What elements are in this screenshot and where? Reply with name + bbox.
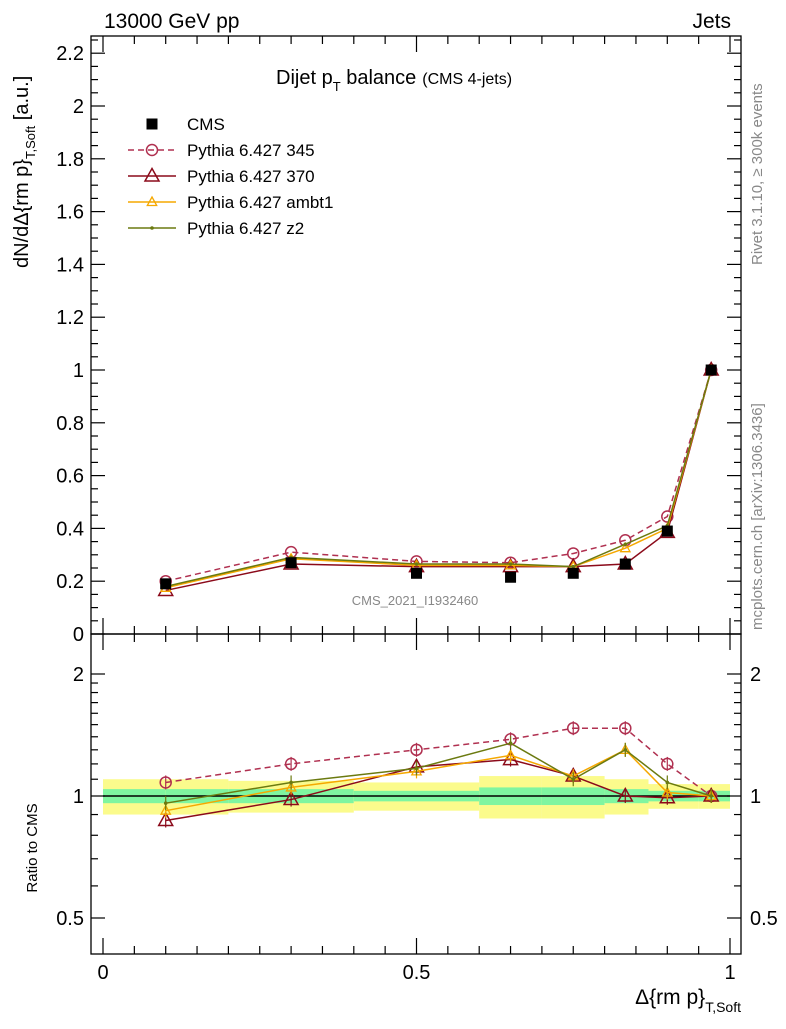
ratio-series-line bbox=[165, 748, 712, 812]
legend-marker bbox=[145, 143, 159, 157]
top-ytick-label: 1 bbox=[73, 360, 84, 382]
data-point bbox=[508, 562, 513, 566]
ylabel-unit: [a.u.] bbox=[11, 76, 33, 126]
top-ytick-label: 0.2 bbox=[56, 571, 84, 593]
top-plot-title: Dijet pT balance (CMS 4-jets) bbox=[276, 67, 512, 94]
data-point bbox=[619, 541, 632, 553]
legend-marker bbox=[150, 226, 154, 230]
xtick-label: 0 bbox=[97, 962, 108, 984]
top-plot-series bbox=[157, 360, 720, 597]
top-ytick-label: 1.6 bbox=[56, 202, 84, 224]
data-point bbox=[619, 558, 631, 570]
x-axis-label: Δ{rm p}T,Soft bbox=[635, 986, 741, 1015]
top-ytick-label: 1.2 bbox=[56, 307, 84, 329]
data-point bbox=[505, 571, 517, 583]
ratio-data-point bbox=[410, 743, 423, 757]
ratio-data-point bbox=[157, 811, 174, 827]
legend-marker bbox=[146, 195, 158, 207]
ratio-plot-series bbox=[157, 721, 720, 828]
series-line bbox=[165, 369, 712, 589]
top-ytick-label: 0.4 bbox=[56, 518, 84, 540]
ratio-data-point bbox=[661, 786, 674, 797]
title-note: (CMS 4-jets) bbox=[422, 71, 512, 88]
top-ytick-label: 1.8 bbox=[56, 149, 84, 171]
ratio-data-point bbox=[414, 766, 419, 771]
ratio-ytick-label-right: 1 bbox=[750, 786, 761, 808]
data-point bbox=[414, 562, 419, 566]
ratio-data-point bbox=[617, 786, 634, 802]
ratio-ytick-label: 0.5 bbox=[56, 908, 84, 930]
ratio-data-point bbox=[159, 776, 172, 789]
ratio-data-point bbox=[709, 794, 713, 798]
ratio-series-line bbox=[165, 758, 712, 822]
title-main: Dijet p bbox=[276, 67, 333, 89]
title-sub: T bbox=[333, 79, 341, 94]
ratio-data-point bbox=[665, 780, 670, 785]
title-rest: balance bbox=[341, 67, 417, 89]
ratio-ytick-label-right: 0.5 bbox=[750, 908, 778, 930]
top-ylabel: dN/dΔ{rm p}T,Soft [a.u.] bbox=[11, 76, 38, 268]
ratio-data-point bbox=[285, 781, 297, 792]
ratio-data-point bbox=[289, 780, 293, 785]
mcplots-annotation: mcplots.cern.ch [arXiv:1306.3436] bbox=[749, 403, 766, 630]
data-point bbox=[567, 567, 579, 579]
ratio-data-point bbox=[282, 790, 300, 806]
ratio-plot-axes: 0 0.5 1 0.5 0.5 1 1 2 2 bbox=[56, 633, 778, 984]
top-ytick-label: 2 bbox=[73, 96, 84, 118]
legend-label: CMS bbox=[187, 115, 225, 134]
analysis-watermark: CMS_2021_I1932460 bbox=[352, 593, 479, 608]
data-point bbox=[285, 557, 297, 569]
ratio-data-point bbox=[504, 748, 517, 760]
ylabel-sub: T,Soft bbox=[23, 125, 38, 159]
ratio-data-point bbox=[571, 777, 576, 782]
ratio-data-point bbox=[163, 801, 168, 805]
ratio-ytick-label: 1 bbox=[73, 786, 84, 808]
ratio-ytick-label-right: 2 bbox=[750, 664, 761, 686]
top-plot-axes: 0 0.2 0.4 0.6 0.8 1 1.2 1.4 1.6 1.8 2 2.2 bbox=[56, 35, 742, 954]
legend-label: Pythia 6.427 ambt1 bbox=[187, 193, 333, 212]
rivet-annotation: Rivet 3.1.10, ≥ 300k events bbox=[749, 83, 766, 265]
legend-marker bbox=[146, 118, 158, 130]
series-line bbox=[165, 369, 712, 582]
data-point bbox=[160, 578, 172, 590]
ratio-data-point bbox=[284, 757, 298, 771]
xtick-label: 0.5 bbox=[403, 962, 431, 984]
legend-marker bbox=[143, 166, 161, 182]
ratio-data-point bbox=[661, 757, 674, 771]
ratio-data-point bbox=[508, 741, 513, 745]
data-point bbox=[411, 567, 422, 579]
series-line bbox=[165, 369, 712, 592]
legend-label: Pythia 6.427 z2 bbox=[187, 219, 304, 238]
legend: CMS Pythia 6.427 345 Pythia 6.427 370 Pythi… bbox=[128, 115, 333, 238]
data-point bbox=[571, 564, 576, 569]
top-ytick-label: 0.8 bbox=[56, 413, 84, 435]
data-point bbox=[705, 364, 717, 376]
ratio-data-point bbox=[567, 721, 580, 735]
header-left: 13000 GeV pp bbox=[104, 10, 239, 33]
ratio-ylabel: Ratio to CMS bbox=[24, 803, 41, 892]
data-point bbox=[661, 525, 673, 537]
top-ytick-label: 0 bbox=[73, 624, 84, 646]
xtick-label: 1 bbox=[724, 962, 735, 984]
xlabel-sub: T,Soft bbox=[705, 999, 741, 1015]
top-ytick-label: 0.6 bbox=[56, 466, 84, 488]
legend-label: Pythia 6.427 345 bbox=[187, 141, 315, 160]
ratio-data-point bbox=[159, 804, 172, 815]
legend-label: Pythia 6.427 370 bbox=[187, 167, 315, 186]
ratio-series-line bbox=[165, 742, 712, 804]
header-right: Jets bbox=[692, 10, 731, 33]
ratio-ytick-label: 2 bbox=[73, 664, 84, 686]
top-ytick-label: 2.2 bbox=[56, 43, 84, 65]
top-ytick-label: 1.4 bbox=[56, 254, 84, 276]
ratio-data-point bbox=[619, 721, 632, 735]
ratio-data-point bbox=[623, 748, 628, 752]
data-point bbox=[661, 510, 674, 523]
ylabel-main: dN/dΔ{rm p} bbox=[11, 159, 33, 268]
data-point bbox=[623, 542, 628, 547]
xlabel-main: Δ{rm p} bbox=[635, 986, 705, 1009]
series-line bbox=[165, 369, 712, 588]
